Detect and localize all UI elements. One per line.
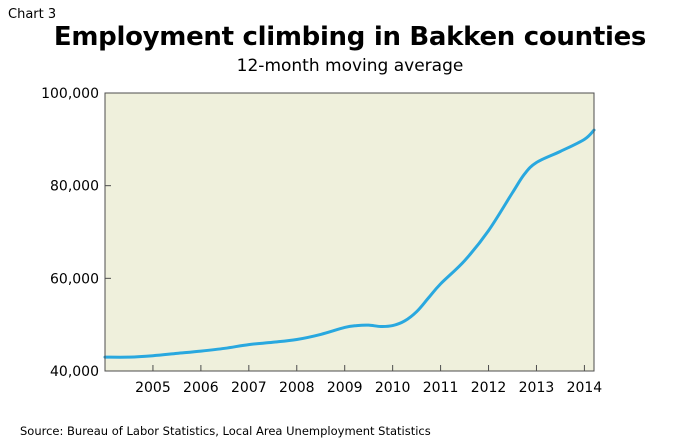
x-tick-label: 2011 bbox=[423, 380, 459, 396]
y-tick-label: 100,000 bbox=[41, 86, 99, 102]
y-tick-label: 80,000 bbox=[50, 179, 99, 195]
plot-area bbox=[105, 93, 594, 371]
series-line bbox=[103, 128, 596, 359]
x-tick-label: 2013 bbox=[519, 380, 555, 396]
y-tick-label: 60,000 bbox=[50, 271, 99, 287]
series-layer bbox=[103, 128, 596, 359]
x-axis: 2005 2006 2007 2008 2009 2010 2011 2012 2013 2014 bbox=[135, 365, 602, 396]
x-tick-label: 2007 bbox=[231, 380, 267, 396]
chart-number: Chart 3 bbox=[8, 7, 57, 22]
x-tick-label: 2014 bbox=[567, 380, 603, 396]
source-note: Source: Bureau of Labor Statistics, Loca… bbox=[20, 424, 431, 438]
x-tick-label: 2006 bbox=[183, 380, 219, 396]
chart-title: Employment climbing in Bakken counties bbox=[53, 22, 647, 52]
x-tick-label: 2010 bbox=[375, 380, 411, 396]
x-tick-label: 2012 bbox=[471, 380, 507, 396]
plot-frame bbox=[104, 92, 595, 372]
y-tick-label: 40,000 bbox=[50, 364, 99, 380]
x-tick-label: 2008 bbox=[279, 380, 315, 396]
chart-subtitle: 12-month moving average bbox=[236, 56, 464, 76]
x-tick-label: 2005 bbox=[135, 380, 171, 396]
y-axis: 40,000 60,000 80,000 100,000 bbox=[41, 86, 111, 380]
x-tick-label: 2009 bbox=[327, 380, 363, 396]
